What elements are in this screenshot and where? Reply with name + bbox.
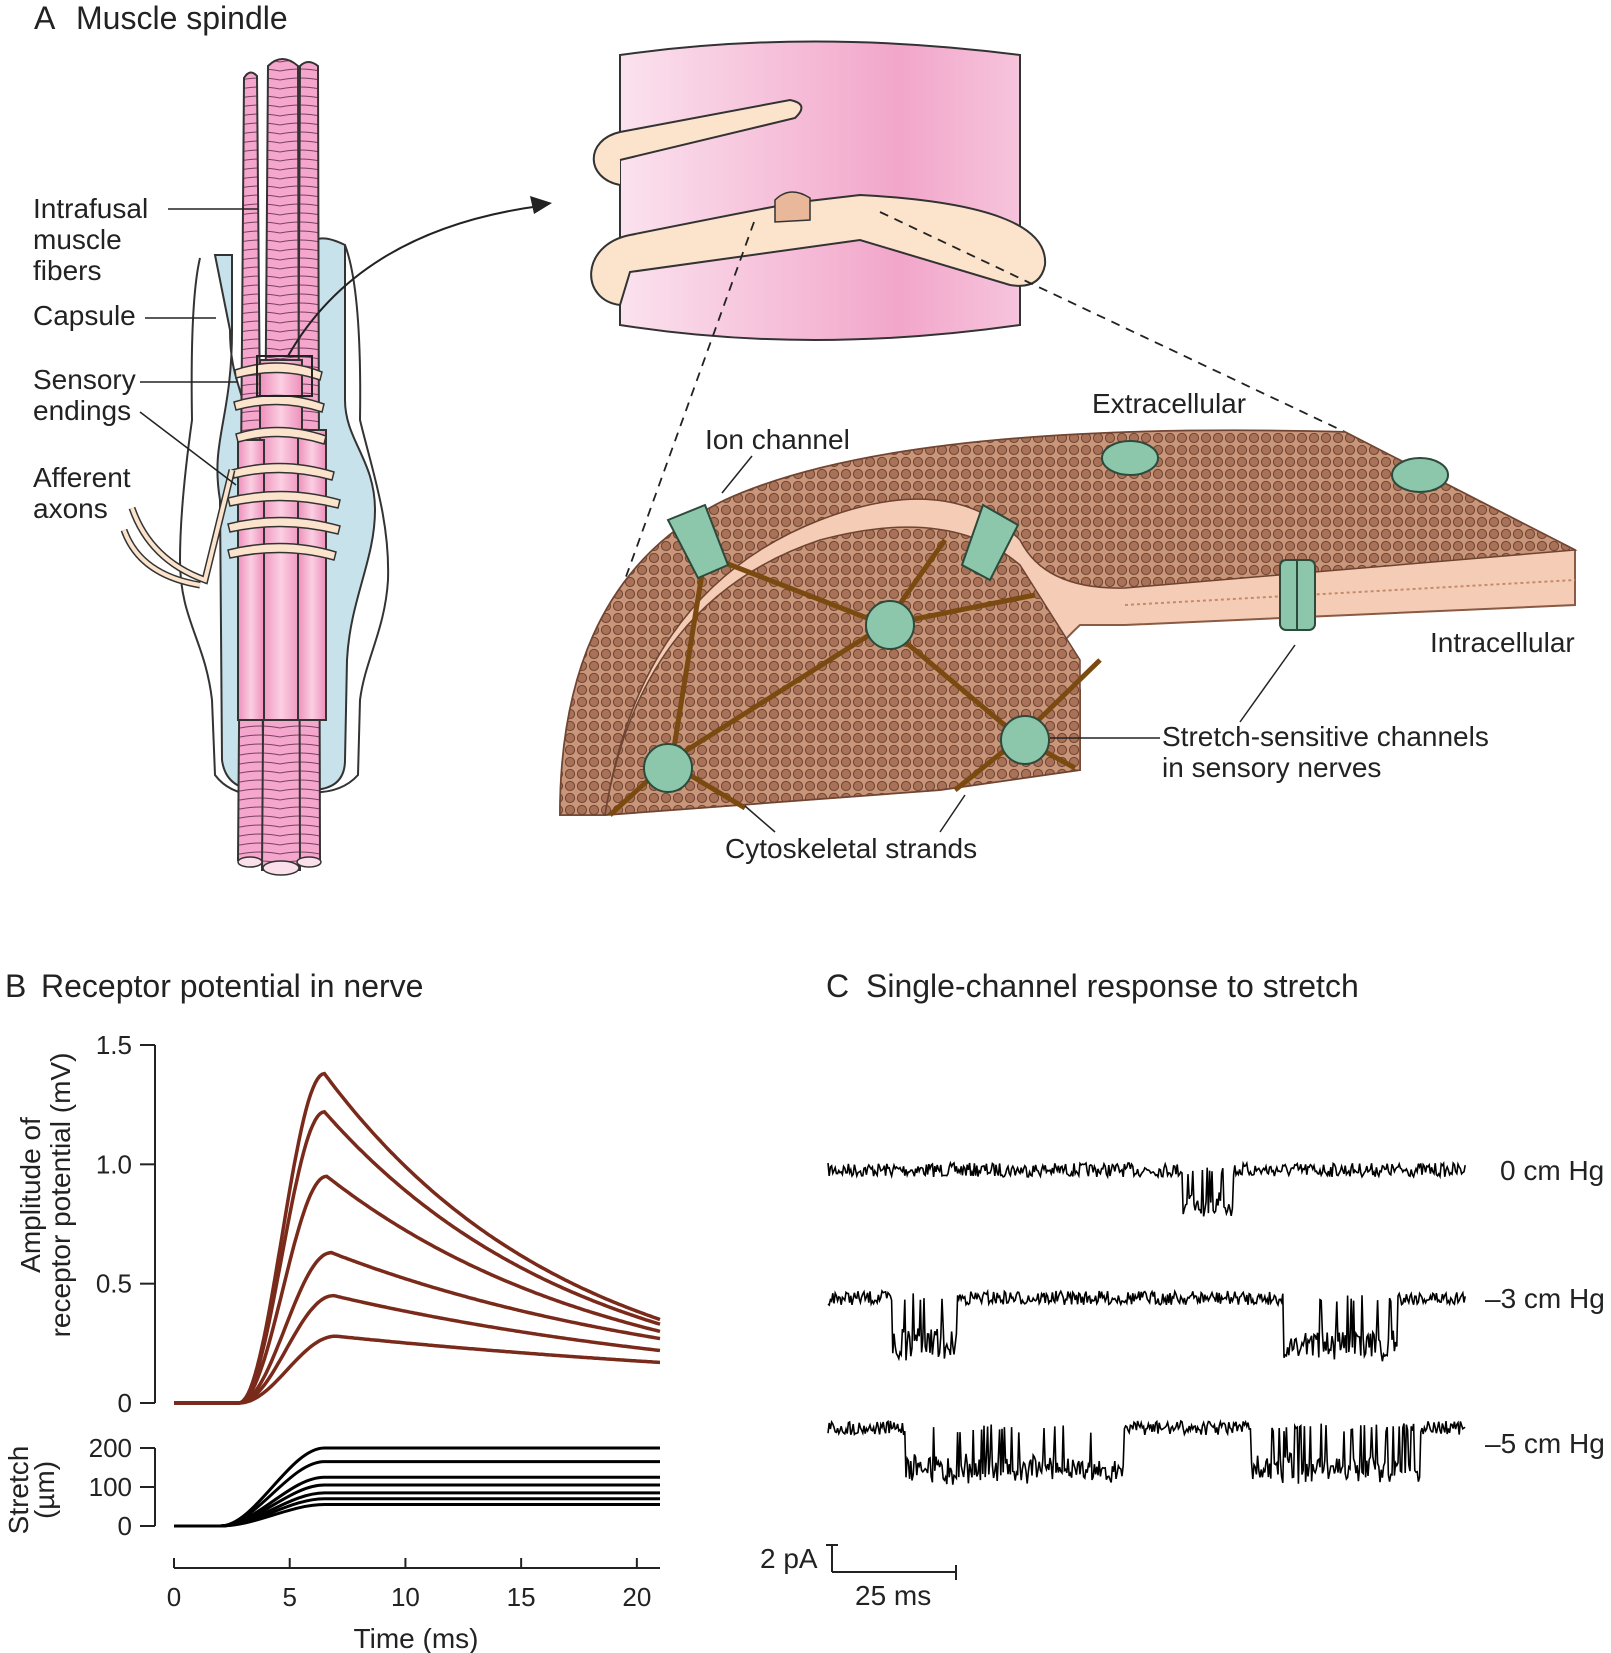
magnify-box bbox=[256, 355, 313, 397]
panel-b-letter: B bbox=[5, 968, 26, 1004]
channel-trace-2 bbox=[827, 1418, 1466, 1485]
b-x-tick-label: 5 bbox=[282, 1582, 296, 1612]
c-trace-label-2: –5 cm Hg bbox=[1485, 1428, 1605, 1459]
b-stretch-tick-label: 0 bbox=[118, 1511, 132, 1541]
afferent-axons bbox=[120, 469, 236, 589]
panel-a-letter: A bbox=[34, 0, 56, 36]
label-afferent-1: Afferent bbox=[33, 462, 131, 493]
b-y-tick-label: 1.0 bbox=[96, 1149, 132, 1179]
label-intrafusal-3: fibers bbox=[33, 255, 101, 286]
b-x-tick-label: 15 bbox=[507, 1582, 536, 1612]
label-ion-channel: Ion channel bbox=[705, 424, 850, 455]
panel-a-title: Muscle spindle bbox=[76, 0, 288, 36]
label-sensory-2: endings bbox=[33, 395, 131, 426]
label-intrafusal-2: muscle bbox=[33, 224, 122, 255]
b-ylabel-1: Amplitude of bbox=[15, 1117, 46, 1273]
label-afferent-2: axons bbox=[33, 493, 108, 524]
magnify-arrow bbox=[287, 205, 541, 357]
b-stretch-lines bbox=[174, 1446, 660, 1528]
b-ylabel-2: receptor potential (mV) bbox=[45, 1053, 76, 1338]
label-cytoskeletal: Cytoskeletal strands bbox=[725, 833, 977, 864]
channel-trace-1 bbox=[827, 1288, 1466, 1362]
b-y-tick-label: 1.5 bbox=[96, 1030, 132, 1060]
panel-c-letter: C bbox=[826, 968, 849, 1004]
label-extracellular: Extracellular bbox=[1092, 388, 1246, 419]
b-tick-labels: 0 0.5 1.0 1.5 0 100 200 0 5 10 15 20 bbox=[89, 1030, 652, 1612]
c-scale-bar bbox=[826, 1544, 957, 1580]
label-stretch-channels-2: in sensory nerves bbox=[1162, 752, 1381, 783]
c-trace-label-0: 0 cm Hg bbox=[1500, 1155, 1604, 1186]
receptor-series-4 bbox=[174, 1293, 661, 1405]
c-scale-current: 2 pA bbox=[760, 1543, 818, 1574]
ion-channels bbox=[643, 440, 1449, 793]
c-trace-label-1: –3 cm Hg bbox=[1485, 1283, 1605, 1314]
b-y-tick-label: 0.5 bbox=[96, 1269, 132, 1299]
b-x-tick-label: 0 bbox=[167, 1582, 181, 1612]
receptor-series-1 bbox=[174, 1109, 661, 1405]
b-stretch-label-1: Stretch bbox=[3, 1446, 34, 1535]
channel-trace-0 bbox=[827, 1160, 1466, 1217]
b-stretch-label-2: (µm) bbox=[29, 1461, 60, 1519]
label-intracellular: Intracellular bbox=[1430, 627, 1575, 658]
stretch-series-6 bbox=[174, 1503, 660, 1528]
b-receptor-lines bbox=[174, 1071, 661, 1405]
receptor-series-2 bbox=[174, 1174, 661, 1405]
c-scale-time: 25 ms bbox=[855, 1580, 931, 1611]
c-traces bbox=[827, 1160, 1466, 1485]
membrane-cutaway bbox=[558, 429, 1578, 816]
b-axes bbox=[140, 1044, 660, 1569]
b-stretch-tick-label: 100 bbox=[89, 1472, 132, 1502]
b-x-tick-label: 10 bbox=[391, 1582, 420, 1612]
label-stretch-channels-1: Stretch-sensitive channels bbox=[1162, 721, 1489, 752]
label-capsule: Capsule bbox=[33, 300, 136, 331]
b-y-tick-label: 0 bbox=[118, 1388, 132, 1418]
receptor-series-3 bbox=[174, 1250, 661, 1405]
b-stretch-tick-label: 200 bbox=[89, 1433, 132, 1463]
label-sensory-1: Sensory bbox=[33, 364, 136, 395]
b-xlabel: Time (ms) bbox=[354, 1623, 479, 1653]
intrafusal-fibers bbox=[236, 58, 327, 876]
magnified-fiber bbox=[590, 40, 1047, 341]
b-x-tick-label: 20 bbox=[622, 1582, 651, 1612]
label-intrafusal-1: Intrafusal bbox=[33, 193, 148, 224]
panel-c-title: Single-channel response to stretch bbox=[866, 968, 1359, 1004]
panel-b-title: Receptor potential in nerve bbox=[41, 968, 423, 1004]
receptor-series-5 bbox=[174, 1334, 661, 1405]
